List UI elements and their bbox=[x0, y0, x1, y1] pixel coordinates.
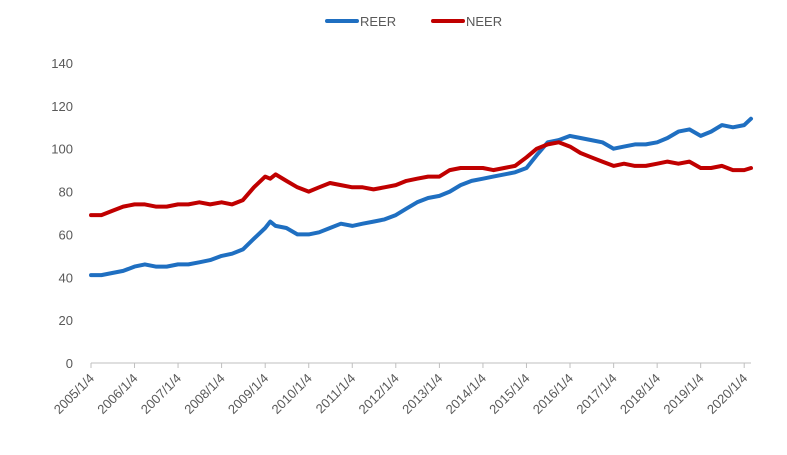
y-tick-label: 100 bbox=[51, 142, 73, 157]
y-tick-label: 60 bbox=[59, 227, 73, 242]
y-axis: 0 20 40 60 80 100 120 140 bbox=[51, 56, 73, 371]
x-tick-label: 2007/1/4 bbox=[138, 371, 184, 417]
x-tick-label: 2019/1/4 bbox=[660, 371, 706, 417]
y-tick-label: 120 bbox=[51, 99, 73, 114]
x-tick-label: 2016/1/4 bbox=[530, 371, 576, 417]
y-tick-label: 40 bbox=[59, 270, 73, 285]
x-tick-label: 2012/1/4 bbox=[356, 371, 402, 417]
x-tick-label: 2010/1/4 bbox=[268, 371, 314, 417]
x-tick-label: 2013/1/4 bbox=[399, 371, 445, 417]
y-tick-label: 140 bbox=[51, 56, 73, 71]
x-axis: 2005/1/42006/1/42007/1/42008/1/42009/1/4… bbox=[51, 362, 751, 417]
series-line-reer bbox=[89, 116, 753, 278]
x-tick-label: 2017/1/4 bbox=[573, 371, 619, 417]
y-tick-label: 80 bbox=[59, 185, 73, 200]
legend-label-reer: REER bbox=[360, 14, 396, 29]
x-tick-label: 2006/1/4 bbox=[94, 371, 140, 417]
legend: REER NEER bbox=[325, 14, 502, 29]
x-tick-label: 2014/1/4 bbox=[443, 371, 489, 417]
x-tick-label: 2008/1/4 bbox=[181, 371, 227, 417]
x-tick-label: 2018/1/4 bbox=[617, 371, 663, 417]
y-tick-label: 20 bbox=[59, 313, 73, 328]
legend-label-neer: NEER bbox=[466, 14, 502, 29]
x-tick-label: 2015/1/4 bbox=[486, 371, 532, 417]
x-tick-label: 2011/1/4 bbox=[313, 371, 359, 417]
series-line-neer bbox=[89, 140, 753, 218]
y-tick-label: 0 bbox=[66, 356, 73, 371]
x-tick-label: 2020/1/4 bbox=[704, 371, 750, 417]
x-tick-label: 2009/1/4 bbox=[225, 371, 271, 417]
x-tick-label: 2005/1/4 bbox=[51, 371, 97, 417]
plot-area bbox=[89, 116, 753, 278]
